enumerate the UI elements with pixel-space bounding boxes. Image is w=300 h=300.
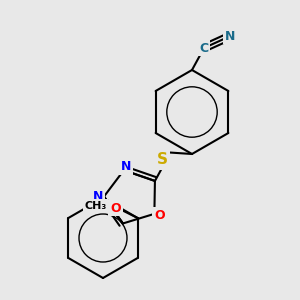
- Text: N: N: [225, 29, 235, 43]
- Text: O: O: [154, 209, 165, 222]
- Text: N: N: [93, 190, 103, 203]
- Text: N: N: [121, 160, 131, 173]
- Text: CH₃: CH₃: [85, 201, 107, 211]
- Text: C: C: [200, 41, 208, 55]
- Text: S: S: [157, 152, 167, 167]
- Text: O: O: [110, 202, 121, 214]
